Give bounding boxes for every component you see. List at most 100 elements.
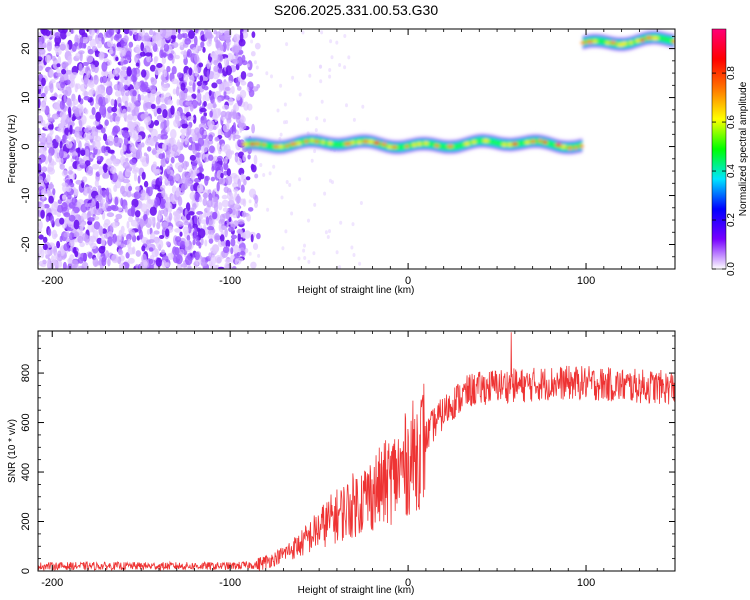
spectrogram-frame [37, 28, 676, 270]
noise-blob [95, 37, 103, 45]
noise-blob [194, 29, 199, 34]
noise-blob [137, 49, 142, 54]
noise-blob [185, 255, 193, 266]
noise-blob [144, 35, 152, 42]
noise-blob [180, 50, 188, 55]
band-hotspot [310, 138, 314, 143]
noise-blob [104, 119, 109, 126]
noise-blob [222, 207, 229, 212]
noise-blob [276, 108, 280, 113]
noise-blob [67, 170, 73, 175]
noise-blob [112, 233, 117, 244]
noise-blob [223, 157, 228, 164]
noise-blob [147, 146, 152, 152]
noise-blob [124, 205, 128, 213]
noise-blob [248, 199, 252, 204]
noise-blob [196, 92, 200, 101]
noise-blob [250, 39, 254, 44]
noise-blob [83, 132, 89, 141]
noise-blob [297, 256, 301, 261]
noise-blob [323, 118, 326, 123]
snr-xtick-label: -100 [219, 577, 241, 589]
noise-blob [250, 261, 257, 269]
noise-blob [150, 199, 156, 206]
noise-blob [68, 241, 75, 247]
noise-blob [255, 65, 259, 70]
noise-blob [131, 67, 137, 78]
noise-blob [182, 226, 189, 235]
band-hotspot [579, 144, 584, 149]
noise-blob [39, 136, 48, 145]
band-hotspot [289, 142, 297, 146]
noise-blob [93, 120, 100, 126]
noise-blob [54, 35, 62, 45]
noise-blob [38, 98, 41, 109]
noise-blob [95, 200, 100, 211]
band-hotspot [635, 38, 641, 43]
noise-blob [204, 175, 209, 186]
noise-blob [107, 140, 114, 146]
noise-blob [183, 57, 188, 66]
noise-blob [351, 222, 355, 227]
noise-blob [49, 129, 54, 135]
noise-blob [188, 30, 195, 39]
noise-blob [118, 229, 123, 240]
noise-blob [272, 164, 276, 169]
noise-blob [87, 70, 91, 79]
noise-blob [124, 100, 128, 108]
noise-blob [232, 104, 237, 111]
snr-ytick-label: 200 [20, 512, 32, 530]
noise-blob [83, 96, 90, 101]
noise-blob [76, 37, 80, 43]
noise-blob [233, 188, 239, 193]
noise-blob [139, 261, 144, 269]
noise-blob [55, 72, 63, 77]
noise-blob [279, 83, 283, 88]
noise-blob [223, 144, 231, 155]
noise-blob [308, 73, 312, 78]
band-hotspot [574, 146, 578, 150]
noise-blob [236, 229, 244, 235]
noise-blob [232, 244, 240, 254]
noise-blob [112, 158, 117, 165]
noise-blob [79, 51, 83, 62]
noise-blob [142, 220, 146, 227]
noise-blob [143, 45, 151, 55]
noise-blob [192, 47, 198, 55]
noise-blob [67, 262, 73, 269]
noise-blob [246, 63, 250, 68]
noise-blob [63, 93, 67, 104]
noise-blob [85, 148, 90, 158]
noise-blob [47, 183, 55, 190]
noise-blob [61, 68, 67, 75]
noise-blob [323, 191, 327, 196]
noise-blob [220, 234, 225, 243]
noise-blob [154, 67, 160, 76]
noise-blob [226, 52, 234, 62]
noise-blob [211, 82, 218, 89]
noise-blob [107, 236, 113, 247]
noise-blob [54, 252, 58, 260]
noise-blob [92, 257, 99, 268]
noise-blob [122, 178, 131, 184]
noise-blob [177, 33, 183, 40]
noise-blob [203, 212, 207, 218]
noise-blob [283, 120, 286, 125]
noise-blob [250, 51, 256, 57]
noise-blob [98, 246, 106, 254]
noise-blob [175, 221, 184, 227]
noise-blob [98, 96, 103, 107]
noise-blob [146, 186, 153, 197]
noise-blob [93, 221, 101, 230]
noise-blob [110, 166, 117, 175]
noise-blob [127, 257, 135, 264]
noise-blob [207, 226, 215, 231]
noise-blob [47, 228, 52, 237]
noise-blob [87, 80, 95, 86]
noise-blob [163, 70, 168, 78]
noise-blob [102, 172, 110, 179]
noise-blob [156, 221, 161, 230]
noise-blob [113, 99, 118, 109]
noise-blob [154, 196, 160, 207]
noise-blob [39, 179, 45, 187]
